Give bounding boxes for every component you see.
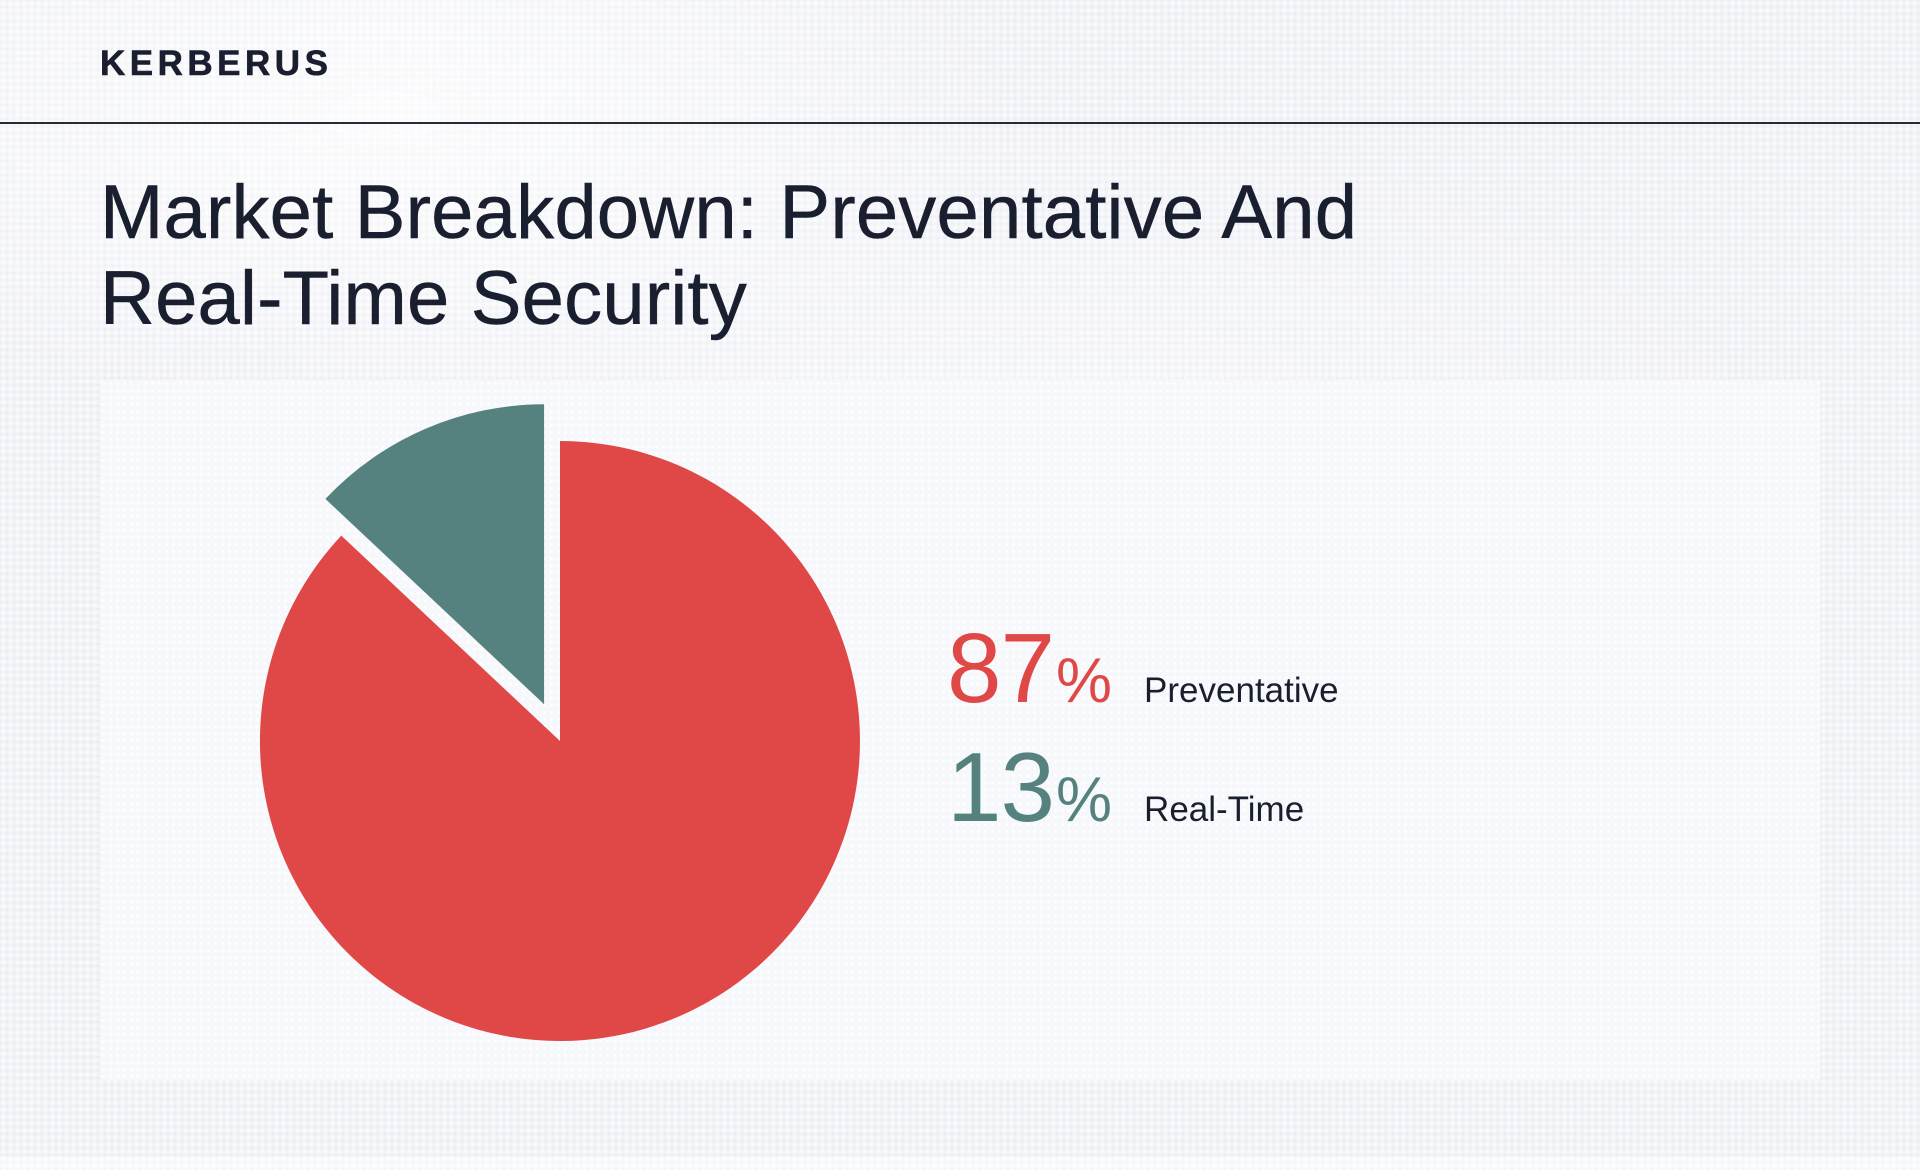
legend-value-preventative: 87 bbox=[947, 613, 1055, 723]
legend-label-preventative: Preventative bbox=[1144, 671, 1339, 710]
legend-value-real-time: 13 bbox=[947, 732, 1055, 842]
page-title: Market Breakdown: Preventative And Real-… bbox=[100, 170, 1358, 342]
legend-unit-preventative: % bbox=[1056, 646, 1113, 716]
legend-item-real-time: 13 % Real-Time bbox=[947, 738, 1339, 836]
bottom-highlight-strip bbox=[0, 1157, 1920, 1170]
page-title-line-2: Real-Time Security bbox=[100, 256, 747, 342]
legend-item-preventative: 87 % Preventative bbox=[947, 619, 1339, 717]
brand-logo: KERBERUS bbox=[100, 44, 333, 84]
page-title-line-1: Market Breakdown: Preventative And bbox=[100, 170, 1358, 256]
header-divider bbox=[0, 122, 1920, 124]
pie-slice-real-time bbox=[325, 404, 545, 705]
legend-label-real-time: Real-Time bbox=[1144, 790, 1305, 829]
pie-slice-preventative bbox=[259, 441, 860, 1041]
chart-legend: 87 % Preventative 13 % Real-Time bbox=[947, 619, 1339, 836]
chart-card: 87 % Preventative 13 % Real-Time bbox=[100, 380, 1820, 1080]
legend-unit-real-time: % bbox=[1056, 765, 1113, 835]
pie-chart bbox=[259, 404, 860, 1041]
